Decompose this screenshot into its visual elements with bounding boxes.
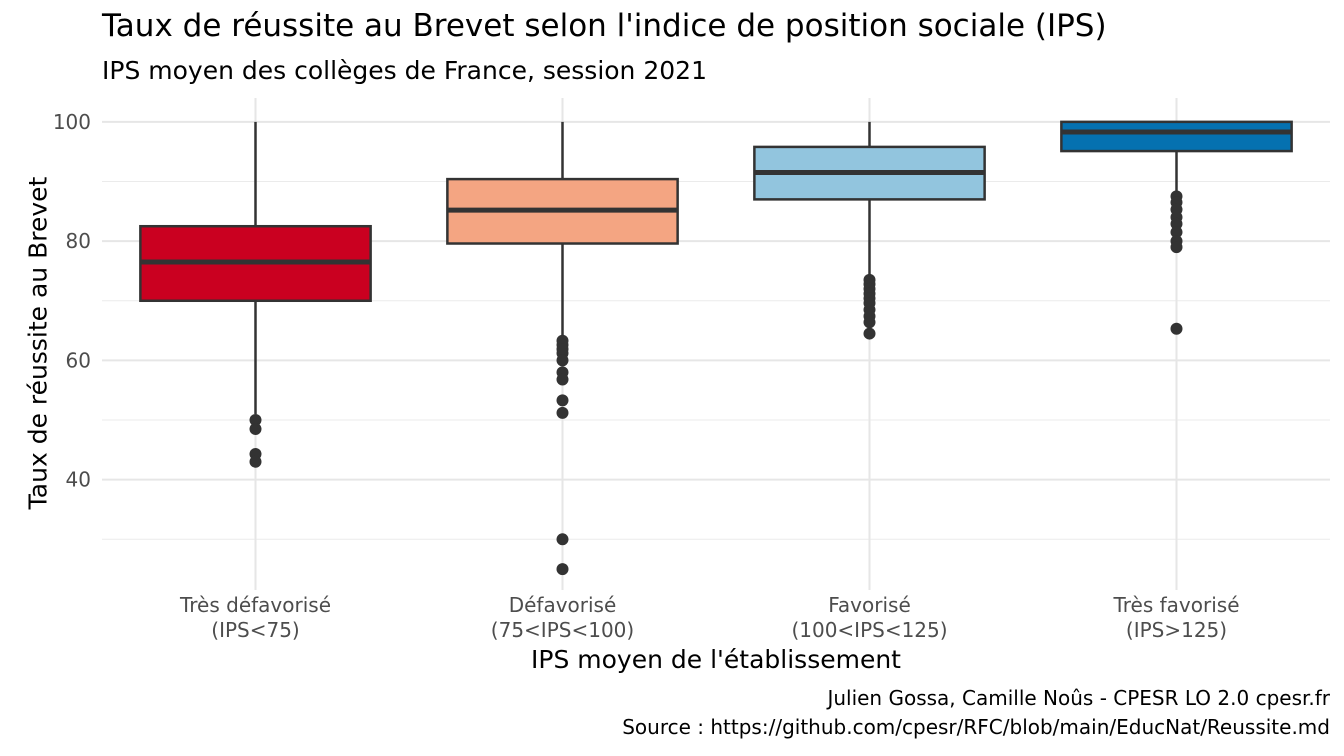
- x-tick-label: Favorisé: [828, 593, 911, 617]
- x-tick-sublabel: (75<IPS<100): [491, 618, 634, 642]
- outlier-point: [556, 563, 569, 576]
- outlier-point: [249, 422, 262, 435]
- outlier-point: [1170, 217, 1183, 230]
- outlier-point: [249, 455, 262, 468]
- outlier-point: [556, 533, 569, 546]
- y-axis-ticks: 40 60 80 100: [53, 110, 91, 492]
- outlier-point: [249, 414, 262, 427]
- boxes: [139, 120, 1293, 576]
- outlier-point: [556, 394, 569, 407]
- y-tick-label: 80: [66, 229, 91, 253]
- x-tick-sublabel: (IPS>125): [1126, 618, 1227, 642]
- outlier-point: [556, 354, 569, 367]
- outlier-point: [1170, 241, 1183, 254]
- y-tick-label: 40: [66, 468, 91, 492]
- box-group: [446, 121, 679, 576]
- box-group: [1060, 120, 1293, 335]
- x-tick-label: Très favorisé: [1112, 593, 1239, 617]
- outlier-point: [863, 316, 876, 329]
- y-axis-label: Taux de réussite au Brevet: [23, 176, 53, 510]
- outlier-point: [1170, 322, 1183, 335]
- x-tick-label: Très défavorisé: [179, 593, 331, 617]
- y-tick-label: 60: [66, 348, 91, 372]
- box-group: [139, 121, 372, 468]
- caption-source: Source : https://github.com/cpesr/RFC/bl…: [622, 715, 1330, 739]
- caption-authors: Julien Gossa, Camille Noûs - CPESR LO 2.…: [827, 686, 1330, 710]
- x-axis-ticks: Très défavorisé(IPS<75) Défavorisé(75<IPS…: [179, 593, 1240, 642]
- grid-lines: [102, 98, 1330, 590]
- outlier-point: [556, 406, 569, 419]
- outlier-point: [863, 327, 876, 340]
- x-tick-label: Défavorisé: [509, 593, 617, 617]
- chart-title: Taux de réussite au Brevet selon l'indic…: [102, 8, 1107, 44]
- outlier-point: [1170, 226, 1183, 239]
- y-tick-label: 100: [53, 110, 91, 134]
- x-axis-label: IPS moyen de l'établissement: [531, 645, 901, 674]
- caption: Julien Gossa, Camille Noûs - CPESR LO 2.…: [622, 684, 1330, 742]
- x-tick-sublabel: (IPS<75): [211, 618, 299, 642]
- box: [1060, 120, 1293, 153]
- outlier-point: [556, 373, 569, 386]
- box-group: [753, 121, 986, 340]
- chart-subtitle: IPS moyen des collèges de France, sessio…: [102, 56, 707, 85]
- x-tick-sublabel: (100<IPS<125): [791, 618, 947, 642]
